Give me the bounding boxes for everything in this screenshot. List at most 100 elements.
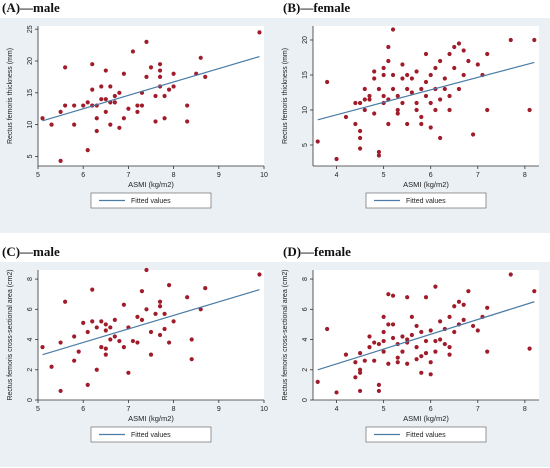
data-point bbox=[386, 44, 391, 50]
data-point bbox=[112, 334, 117, 339]
data-point bbox=[381, 338, 386, 344]
data-point bbox=[357, 370, 363, 375]
data-point bbox=[103, 346, 108, 351]
data-point bbox=[405, 72, 410, 78]
data-point bbox=[452, 329, 457, 335]
data-point bbox=[85, 100, 90, 105]
data-point bbox=[367, 97, 372, 102]
legend-box bbox=[90, 192, 212, 209]
data-point bbox=[447, 314, 452, 319]
data-point bbox=[166, 340, 172, 345]
data-point bbox=[162, 311, 167, 316]
data-point bbox=[112, 100, 117, 105]
data-point bbox=[357, 146, 363, 151]
data-point bbox=[423, 51, 429, 57]
panel-d-title: (D)—female bbox=[283, 244, 351, 259]
data-point bbox=[447, 344, 452, 350]
data-point bbox=[381, 65, 386, 71]
data-point bbox=[461, 302, 466, 307]
data-point bbox=[452, 304, 457, 309]
data-point bbox=[447, 107, 452, 113]
data-point bbox=[103, 109, 108, 115]
data-point bbox=[185, 295, 190, 300]
data-point bbox=[85, 382, 90, 387]
data-point bbox=[185, 119, 190, 124]
data-point bbox=[386, 292, 391, 297]
data-point bbox=[390, 293, 396, 298]
data-point bbox=[121, 302, 126, 307]
data-point bbox=[157, 68, 163, 73]
data-point bbox=[405, 86, 410, 92]
data-point bbox=[485, 51, 490, 57]
panel-c: (C)—male 5 6 7 8 9 10 0 2 4 6 8 ASMI (kg/m2) Rectus … bbox=[0, 234, 275, 468]
data-point bbox=[414, 323, 419, 329]
data-point bbox=[162, 116, 167, 121]
x-tick-label: 9 bbox=[217, 172, 221, 179]
data-point bbox=[428, 360, 433, 365]
data-point bbox=[157, 304, 163, 309]
x-tick-label: 5 bbox=[36, 406, 40, 413]
data-point bbox=[153, 119, 158, 124]
data-point bbox=[353, 100, 358, 106]
data-point bbox=[428, 328, 433, 333]
data-point bbox=[94, 116, 99, 121]
legend-box bbox=[365, 426, 487, 443]
data-point bbox=[334, 390, 339, 395]
data-point bbox=[130, 338, 136, 344]
data-point bbox=[456, 86, 462, 92]
data-point bbox=[419, 370, 424, 375]
data-point bbox=[343, 114, 349, 120]
y-tick-label: 0 bbox=[302, 398, 309, 402]
data-point bbox=[423, 295, 429, 300]
data-point bbox=[390, 335, 396, 341]
data-point bbox=[108, 122, 113, 127]
data-point bbox=[357, 135, 363, 141]
data-point bbox=[508, 37, 513, 43]
data-point bbox=[386, 361, 391, 366]
data-point bbox=[135, 109, 140, 115]
data-point bbox=[40, 116, 45, 121]
y-axis-label: Rectus femoris thickness (mm) bbox=[282, 48, 289, 144]
data-point bbox=[121, 116, 126, 121]
data-point bbox=[117, 338, 122, 344]
data-point bbox=[386, 322, 391, 327]
x-tick-label: 4 bbox=[335, 172, 339, 179]
data-point bbox=[343, 352, 349, 357]
data-point bbox=[334, 156, 339, 162]
y-axis-label: Rectus femoris cross-sectional area (cm2… bbox=[282, 269, 289, 400]
data-point bbox=[357, 388, 363, 394]
data-point bbox=[386, 58, 391, 64]
fitted-line bbox=[42, 289, 260, 356]
y-tick-label: 20 bbox=[27, 57, 34, 65]
x-tick-label: 9 bbox=[217, 406, 221, 413]
x-tick-label: 8 bbox=[523, 172, 527, 179]
data-point bbox=[409, 90, 414, 95]
x-tick-label: 6 bbox=[81, 172, 85, 179]
data-point bbox=[419, 121, 424, 127]
data-point bbox=[203, 74, 208, 80]
data-point bbox=[72, 122, 77, 127]
data-point bbox=[466, 58, 471, 64]
data-point bbox=[376, 153, 382, 158]
data-point bbox=[135, 103, 140, 108]
data-point bbox=[461, 317, 466, 322]
data-point bbox=[405, 361, 410, 366]
data-point bbox=[438, 97, 443, 102]
data-point bbox=[40, 344, 45, 350]
data-point bbox=[157, 74, 163, 80]
panel-b-title: (B)—female bbox=[283, 0, 351, 15]
y-axis-label: Rectus femoris cross-sectional area (cm2… bbox=[7, 269, 14, 400]
chart-b: 4 5 6 7 8 5 10 15 20 ASMI (kg/m2) Rectus femoris t… bbox=[275, 18, 550, 233]
data-point bbox=[94, 128, 99, 134]
data-point bbox=[367, 334, 372, 339]
x-tick-label: 7 bbox=[126, 172, 130, 179]
data-point bbox=[475, 328, 480, 333]
data-point bbox=[121, 71, 126, 76]
data-point bbox=[148, 329, 154, 335]
data-point bbox=[185, 103, 190, 108]
data-point bbox=[121, 344, 126, 350]
data-point bbox=[423, 79, 429, 85]
data-point bbox=[108, 84, 113, 89]
y-tick-label: 2 bbox=[27, 368, 34, 372]
data-point bbox=[144, 74, 149, 80]
